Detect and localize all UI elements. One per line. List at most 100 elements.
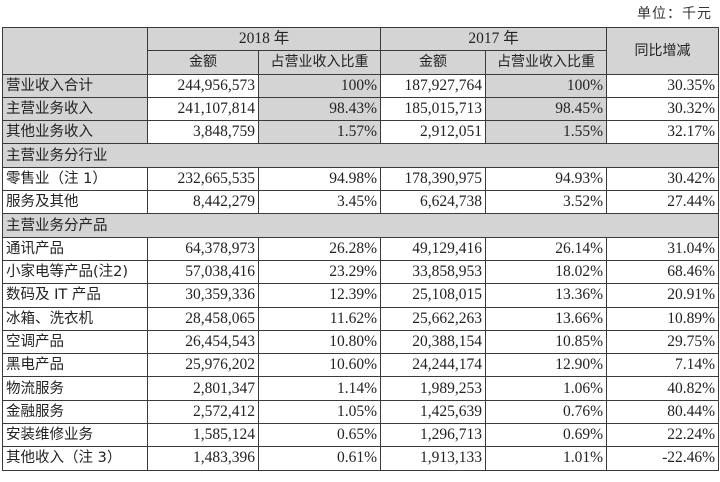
ratio-2017: 1.06% (485, 376, 608, 401)
yoy-change: 29.75% (606, 329, 720, 355)
header-blank-cell (2, 27, 148, 75)
amount-2018: 28,458,065 (147, 306, 259, 331)
amount-2017: 1,425,639 (380, 399, 487, 425)
amount-2018: 8,442,279 (147, 190, 259, 215)
amount-2017: 2,912,051 (380, 120, 487, 145)
table-row: 主营业务收入 241,107,814 98.43% 185,015,713 98… (2, 96, 720, 122)
amount-2018: 241,107,814 (147, 96, 259, 122)
row-label: 服务及其他 (2, 190, 148, 215)
ratio-2017: 10.85% (485, 329, 608, 355)
section-title: 主营业务分产品 (1, 213, 720, 238)
row-label: 数码及 IT 产品 (2, 283, 148, 308)
amount-2017: 33,858,953 (380, 259, 487, 285)
amount-2017: 1,913,133 (380, 446, 487, 471)
header-row-years: 2018 年 2017 年 同比增减 (2, 26, 720, 75)
ratio-2017: 13.66% (485, 306, 608, 331)
section-row-product: 主营业务分产品 (1, 213, 720, 238)
ratio-2018: 12.39% (257, 283, 382, 308)
row-label: 黑电产品 (2, 353, 148, 378)
revenue-table: 2018 年 2017 年 同比增减 金额 占营业收入比重 金额 占营业收入比重… (1, 26, 720, 471)
amount-2018: 1,585,124 (147, 423, 259, 448)
table-row: 通讯产品 64,378,973 26.28% 49,129,416 26.14%… (2, 236, 720, 261)
ratio-2017: 0.76% (485, 399, 608, 425)
header-year-2017: 2017 年 (380, 26, 608, 52)
amount-2017: 49,129,416 (380, 236, 487, 261)
row-label: 安装维修业务 (2, 423, 148, 448)
table-row: 服务及其他 8,442,279 3.45% 6,624,738 3.52% 27… (2, 190, 720, 215)
table-row: 冰箱、洗衣机 28,458,065 11.62% 25,662,263 13.6… (2, 306, 720, 331)
amount-2018: 30,359,336 (147, 283, 259, 308)
ratio-2018: 98.43% (257, 96, 382, 122)
table-row: 小家电等产品(注2) 57,038,416 23.29% 33,858,953 … (2, 259, 720, 285)
amount-2017: 1,296,713 (380, 423, 487, 448)
row-label: 物流服务 (2, 376, 148, 401)
row-label: 空调产品 (2, 329, 148, 355)
ratio-2018: 10.60% (257, 353, 382, 378)
yoy-change: 30.32% (606, 96, 720, 122)
table-row: 物流服务 2,801,347 1.14% 1,989,253 1.06% 40.… (2, 376, 720, 401)
ratio-2018: 10.80% (257, 329, 382, 355)
amount-2018: 1,483,396 (147, 446, 259, 471)
yoy-change: 30.35% (606, 73, 720, 98)
amount-2017: 187,927,764 (380, 73, 487, 98)
ratio-2018: 94.98% (257, 166, 382, 192)
yoy-change: 20.91% (606, 283, 720, 308)
table-row: 数码及 IT 产品 30,359,336 12.39% 25,108,015 1… (2, 283, 720, 308)
ratio-2017: 18.02% (485, 259, 608, 285)
yoy-change: 7.14% (606, 353, 720, 378)
ratio-2018: 11.62% (257, 306, 382, 331)
table-row: 黑电产品 25,976,202 10.60% 24,244,174 12.90%… (2, 353, 720, 378)
amount-2018: 244,956,573 (147, 73, 259, 98)
amount-2017: 1,989,253 (380, 376, 487, 401)
row-label: 小家电等产品(注2) (2, 259, 148, 285)
table-row: 其他收入（注 3） 1,483,396 0.61% 1,913,133 1.01… (2, 446, 720, 471)
amount-2017: 20,388,154 (380, 329, 487, 355)
amount-2017: 178,390,975 (380, 166, 487, 192)
ratio-2018: 1.14% (257, 376, 382, 401)
header-year-2018: 2018 年 (146, 26, 382, 52)
ratio-2017: 12.90% (485, 353, 608, 378)
ratio-2017: 94.93% (485, 166, 608, 192)
ratio-2017: 98.45% (485, 96, 608, 122)
row-label: 其他业务收入 (2, 120, 148, 145)
ratio-2017: 3.52% (485, 190, 608, 215)
amount-2018: 25,976,202 (147, 353, 259, 378)
row-label: 通讯产品 (2, 236, 148, 261)
amount-2017: 185,015,713 (380, 96, 487, 122)
ratio-2018: 26.28% (257, 236, 382, 261)
yoy-change: 22.24% (606, 423, 720, 448)
section-title: 主营业务分行业 (1, 143, 720, 168)
amount-2017: 6,624,738 (380, 190, 487, 215)
yoy-change: 80.44% (606, 399, 720, 425)
amount-2017: 25,108,015 (380, 283, 487, 308)
ratio-2017: 13.36% (485, 283, 608, 308)
ratio-2018: 0.65% (257, 423, 382, 448)
section-row-industry: 主营业务分行业 (1, 143, 720, 168)
table-row: 安装维修业务 1,585,124 0.65% 1,296,713 0.69% 2… (2, 423, 720, 448)
ratio-2018: 23.29% (257, 259, 382, 285)
amount-2018: 3,848,759 (147, 120, 259, 145)
header-ratio-2017: 占营业收入比重 (485, 50, 608, 75)
yoy-change: 30.42% (606, 166, 720, 192)
ratio-2017: 100% (485, 73, 608, 98)
amount-2018: 2,572,412 (147, 399, 259, 425)
amount-2018: 57,038,416 (147, 259, 259, 285)
yoy-change: 10.89% (606, 306, 720, 331)
yoy-change: 31.04% (606, 236, 720, 261)
table-row: 零售业（注 1） 232,665,535 94.98% 178,390,975 … (2, 166, 720, 192)
ratio-2017: 1.55% (485, 120, 608, 145)
ratio-2018: 0.61% (257, 446, 382, 471)
row-label: 金融服务 (2, 399, 148, 425)
yoy-change: 32.17% (606, 120, 720, 145)
ratio-2018: 1.57% (257, 120, 382, 145)
unit-label: 单位：千元 (637, 6, 712, 22)
header-yoy: 同比增减 (606, 27, 720, 75)
amount-2017: 25,662,263 (380, 306, 487, 331)
amount-2018: 2,801,347 (147, 376, 259, 401)
ratio-2017: 1.01% (485, 446, 608, 471)
header-amount-2017: 金额 (380, 50, 487, 75)
header-ratio-2018: 占营业收入比重 (257, 50, 382, 75)
amount-2017: 24,244,174 (380, 353, 487, 378)
ratio-2017: 0.69% (485, 423, 608, 448)
yoy-change: 68.46% (606, 259, 720, 285)
